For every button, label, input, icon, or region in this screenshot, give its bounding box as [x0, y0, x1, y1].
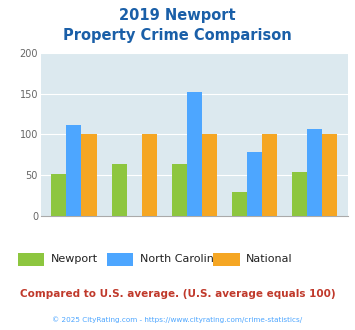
Bar [66, 125, 81, 216]
Bar [232, 192, 247, 216]
Text: National: National [246, 254, 293, 264]
Text: North Carolina: North Carolina [140, 254, 220, 264]
Text: © 2025 CityRating.com - https://www.cityrating.com/crime-statistics/: © 2025 CityRating.com - https://www.city… [53, 316, 302, 323]
Bar [262, 135, 277, 216]
Bar [247, 152, 262, 216]
Bar [51, 174, 66, 216]
Bar [142, 135, 157, 216]
Bar [202, 135, 217, 216]
Bar [187, 92, 202, 216]
Bar [292, 172, 307, 216]
Text: Compared to U.S. average. (U.S. average equals 100): Compared to U.S. average. (U.S. average … [20, 289, 335, 299]
Bar [322, 135, 337, 216]
Bar [81, 135, 97, 216]
Bar [307, 129, 322, 216]
Text: Newport: Newport [51, 254, 98, 264]
Bar [111, 164, 127, 216]
Text: Property Crime Comparison: Property Crime Comparison [63, 28, 292, 43]
Bar [172, 164, 187, 216]
Text: 2019 Newport: 2019 Newport [119, 8, 236, 23]
